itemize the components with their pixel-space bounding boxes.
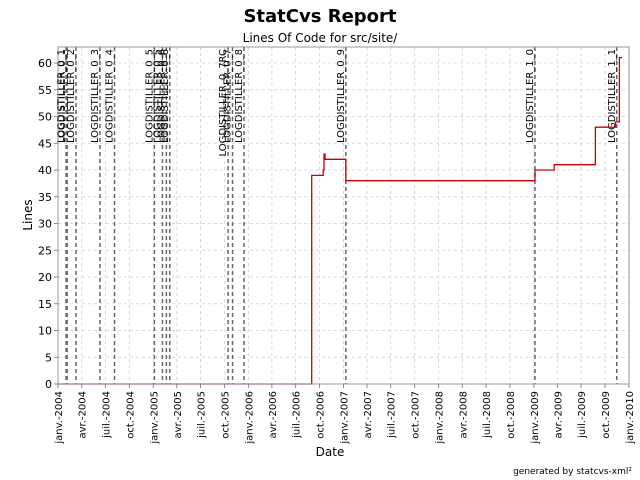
- y-tick-label: 10: [38, 325, 52, 338]
- x-tick-label: juil.-2004: [101, 391, 112, 439]
- y-tick-label: 20: [38, 271, 52, 284]
- x-tick-label: oct.-2007: [411, 391, 422, 439]
- y-tick-label: 5: [45, 351, 52, 364]
- x-tick-label: juil.-2007: [387, 391, 398, 439]
- generator-footer: generated by statcvs-xml²: [513, 467, 632, 477]
- x-tick-label: janv.-2005: [149, 391, 160, 445]
- y-tick-label: 60: [38, 57, 52, 70]
- release-marker-label: LOGDISTILLER_0_6: [160, 49, 171, 143]
- release-marker-label: LOGDISTILLER_0_4: [105, 49, 116, 143]
- x-tick-label: avr.-2008: [458, 391, 469, 438]
- x-tick-label: janv.-2010: [625, 391, 636, 445]
- x-tick-label: oct.-2005: [220, 391, 231, 439]
- x-tick-label: avr.-2004: [78, 391, 89, 438]
- x-tick-label: juil.-2006: [292, 391, 303, 439]
- y-axis-title: Lines: [21, 199, 35, 230]
- x-tick-label: janv.-2007: [340, 391, 351, 445]
- release-marker-label: LOGDISTILLER_0_3: [90, 49, 101, 143]
- y-tick-label: 25: [38, 244, 52, 257]
- y-tick-label: 40: [38, 164, 52, 177]
- y-tick-label: 35: [38, 191, 52, 204]
- release-marker-label: LOGDISTILLER_0_1: [56, 49, 67, 143]
- chart-subtitle: Lines Of Code for src/site/: [243, 31, 399, 45]
- x-tick-label: oct.-2009: [601, 391, 612, 439]
- x-tick-label: avr.-2009: [553, 391, 564, 438]
- x-tick-label: avr.-2006: [268, 391, 279, 438]
- release-marker-label: LOGDISTILLER_0_6: [156, 49, 167, 143]
- x-tick-label: janv.-2006: [244, 391, 255, 445]
- release-marker-label: LOGDISTILLER_0_7RC: [218, 49, 229, 156]
- release-marker-label: LOGDISTILLER_0_5: [144, 49, 155, 143]
- grid-layer: [57, 47, 630, 385]
- release-marker-label: LOGDISTILLER_0_1: [57, 49, 68, 143]
- y-tick-label: 55: [38, 84, 52, 97]
- x-tick-label: juil.-2008: [482, 391, 493, 439]
- release-marker-label: LOGDISTILLER_0_2: [66, 49, 77, 143]
- x-axis-title: Date: [316, 445, 345, 459]
- release-marker-label: LOGDISTILLER_0_8: [234, 49, 245, 143]
- y-tick-label: 30: [38, 218, 52, 231]
- axis-layer: 0 5 10 15 20 25 30 35 40 45 50 55 60 janv.-2004 avr.-2…: [38, 57, 636, 445]
- x-tick-label: janv.-2004: [54, 391, 65, 445]
- marker-layer: LOGDISTILLER_0_1LOGDISTILLER_0_1LOGDISTI…: [56, 47, 618, 384]
- series-layer: [58, 57, 622, 385]
- release-marker-label: LOGDISTILLER_0_5: [152, 49, 163, 143]
- y-tick-label: 0: [45, 378, 52, 391]
- x-tick-label: oct.-2006: [316, 391, 327, 439]
- y-tick-label: 15: [38, 298, 52, 311]
- x-tick-label: janv.-2008: [435, 391, 446, 445]
- chart-title: StatCvs Report: [243, 6, 396, 27]
- x-tick-label: avr.-2005: [173, 391, 184, 438]
- x-tick-label: juil.-2005: [196, 391, 207, 439]
- y-tick-label: 45: [38, 137, 52, 150]
- release-marker-label: LOGDISTILLER_1_0: [525, 49, 536, 143]
- x-tick-label: avr.-2007: [363, 391, 374, 438]
- y-tick-label: 50: [38, 111, 52, 124]
- x-tick-label: janv.-2009: [530, 391, 541, 445]
- release-marker-label: LOGDISTILLER_0_9: [336, 49, 347, 143]
- release-marker-label: LOGDISTILLER_0_7: [223, 49, 234, 143]
- x-tick-label: juil.-2009: [577, 391, 588, 439]
- release-marker-label: LOGDISTILLER_1_1: [607, 49, 618, 143]
- series-line: [58, 57, 622, 385]
- x-tick-label: oct.-2008: [506, 391, 517, 439]
- x-tick-label: oct.-2004: [125, 391, 136, 439]
